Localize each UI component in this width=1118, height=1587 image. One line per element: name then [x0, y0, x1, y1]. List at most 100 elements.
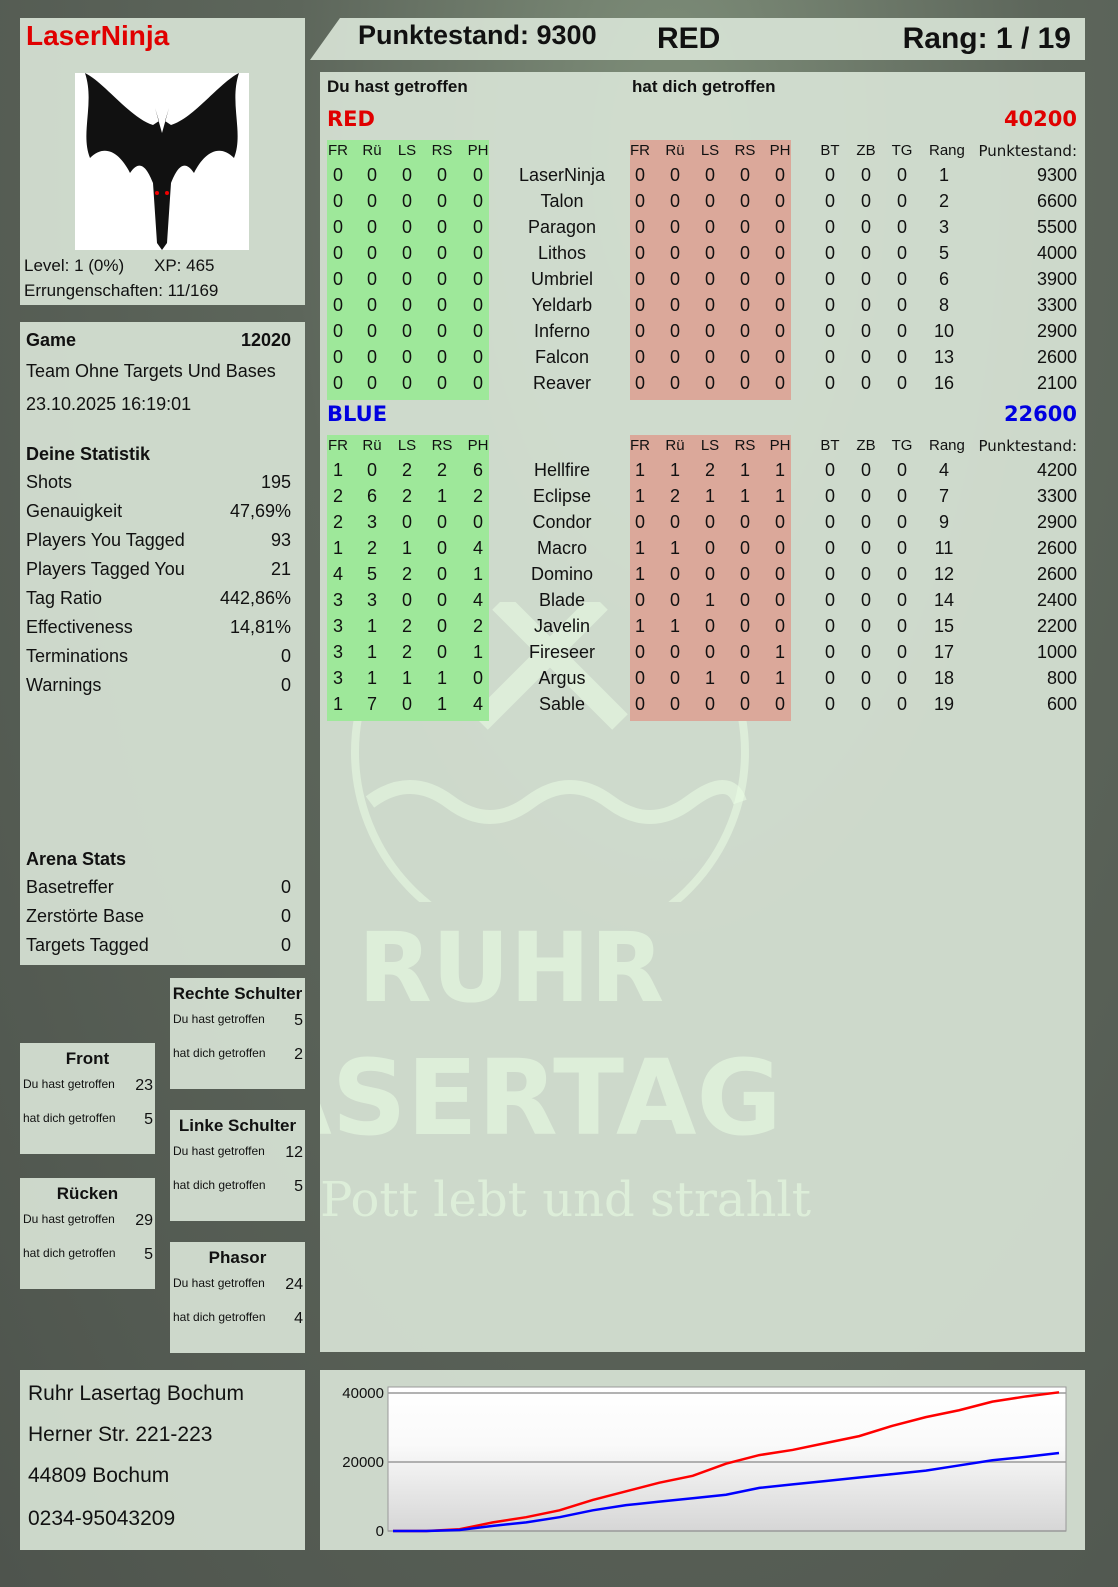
- hit-zone-phasor: Phasor Du hast getroffen 24 hat dich getrof…: [170, 1242, 305, 1353]
- you-hit-value: 2: [401, 486, 412, 506]
- you-hit-value: 0: [472, 347, 483, 367]
- hit-you-value: 0: [704, 347, 715, 367]
- hit-you-value: 1: [704, 486, 715, 506]
- zone-title: Linke Schulter: [178, 1116, 297, 1135]
- hit-you-value: 0: [634, 694, 645, 714]
- hit-you-value: 0: [634, 243, 645, 263]
- you-hit-value: 0: [401, 269, 412, 289]
- stat-value: 0: [824, 347, 835, 367]
- hit-you-value: 1: [669, 616, 680, 636]
- logo-text-lasertag: LASERTAG: [320, 1037, 782, 1159]
- player-name: Javelin: [533, 616, 591, 636]
- you-hit-value: 2: [436, 460, 447, 480]
- hit-you-value: 0: [739, 347, 750, 367]
- you-hit-value: 0: [366, 347, 377, 367]
- hit-you-value: 0: [704, 191, 715, 211]
- stat-value: 0: [824, 269, 835, 289]
- you-hit-value: 7: [366, 694, 377, 714]
- stat-value: 442,86%: [219, 588, 291, 608]
- stat-value: 0: [280, 675, 291, 695]
- you-hit-value: 3: [332, 668, 343, 688]
- hit-you-value: 0: [634, 269, 645, 289]
- arena-value: 0: [280, 935, 291, 955]
- hit-you-value: 0: [669, 590, 680, 610]
- hit-you-value: 1: [669, 538, 680, 558]
- stats-panel: Game 12020 Team Ohne Targets Und Bases 23…: [20, 322, 305, 965]
- hit-you-value: 0: [774, 616, 785, 636]
- you-hit-value: 0: [366, 295, 377, 315]
- stat-value: 12: [933, 564, 955, 584]
- you-hit-value: 0: [472, 243, 483, 263]
- you-hit-value: 3: [366, 590, 377, 610]
- hit-you-value: 0: [704, 321, 715, 341]
- stat-value: 0: [896, 460, 907, 480]
- player-name: Domino: [530, 564, 594, 584]
- arena-value: 0: [280, 906, 291, 926]
- you-hit-value: 2: [401, 564, 412, 584]
- hit-you-value: 1: [704, 668, 715, 688]
- main-panel: RUHR LASERTAG Der Pott lebt und strahlt …: [320, 72, 1085, 1352]
- you-hit-value: 0: [436, 269, 447, 289]
- zone-hit-row: Du hast getroffen 12: [173, 1144, 303, 1162]
- stat-value: 4: [938, 460, 949, 480]
- col-header: FR: [328, 142, 348, 159]
- you-hit-value: 0: [332, 217, 343, 237]
- stat-label: Players You Tagged: [26, 530, 185, 550]
- you-hit-value: 0: [472, 217, 483, 237]
- team-name: BLUE: [327, 402, 388, 426]
- stat-label: Tag Ratio: [26, 588, 103, 608]
- hit-you-value: 0: [634, 295, 645, 315]
- address-line: Ruhr Lasertag Bochum: [28, 1382, 244, 1405]
- game-mode: Team Ohne Targets Und Bases: [26, 361, 276, 381]
- stat-value: 0: [824, 616, 835, 636]
- you-hit-value: 0: [436, 191, 447, 211]
- zone-hit-label: Du hast getroffen: [173, 1144, 265, 1158]
- address-line: 0234-95043209: [28, 1507, 176, 1530]
- y-tick-label: 40000: [342, 1385, 384, 1402]
- stat-value: 0: [824, 564, 835, 584]
- hit-zone-front: Front Du hast getroffen 23 hat dich getroff…: [20, 1043, 155, 1154]
- zone-hit-row: Du hast getroffen 23: [23, 1077, 153, 1095]
- col-header: FR: [630, 437, 650, 454]
- you-hit-value: 2: [332, 486, 343, 506]
- zone-got-label: hat dich getroffen: [173, 1310, 266, 1324]
- game-row: Game 12020: [26, 330, 291, 351]
- player-score: 4200: [1036, 460, 1077, 480]
- stat-value: 9: [938, 512, 949, 532]
- you-hit-value: 0: [366, 269, 377, 289]
- stat-value: 0: [896, 538, 907, 558]
- you-hit-value: 0: [472, 321, 483, 341]
- you-hit-value: 0: [332, 165, 343, 185]
- stat-value: 0: [860, 217, 871, 237]
- col-header: PH: [769, 142, 791, 159]
- stat-value: 0: [860, 321, 871, 341]
- hit-you-value: 0: [669, 217, 680, 237]
- team-total: 22600: [1003, 402, 1077, 426]
- stat-value: 0: [896, 321, 907, 341]
- you-hit-value: 1: [401, 668, 412, 688]
- hit-you-block: [630, 140, 791, 400]
- zone-hit-value: 23: [135, 1077, 153, 1094]
- zone-hit-row: Du hast getroffen 5: [173, 1012, 303, 1030]
- you-hit-value: 0: [436, 295, 447, 315]
- col-header: BT: [820, 437, 840, 454]
- hit-you-value: 0: [774, 191, 785, 211]
- player-score: 800: [1046, 668, 1077, 688]
- player-panel: LaserNinja Level: 1 (0%) XP: 465 Errunge…: [20, 18, 305, 305]
- col-header: RS: [431, 142, 453, 159]
- you-hit-value: 0: [401, 321, 412, 341]
- stat-value: 0: [896, 694, 907, 714]
- you-hit-value: 1: [401, 538, 412, 558]
- hit-you-value: 0: [704, 538, 715, 558]
- hit-you-value: 1: [774, 460, 785, 480]
- zone-got-row: hat dich getroffen 2: [173, 1046, 303, 1064]
- you-hit-value: 0: [436, 512, 447, 532]
- you-hit-value: 1: [366, 668, 377, 688]
- col-header: LS: [700, 437, 720, 454]
- you-hit-value: 0: [366, 373, 377, 393]
- you-hit-value: 6: [366, 486, 377, 506]
- you-hit-value: 0: [366, 191, 377, 211]
- stat-label: Players Tagged You: [26, 559, 185, 579]
- hit-you-value: 0: [634, 217, 645, 237]
- stat-value: 14: [933, 590, 955, 610]
